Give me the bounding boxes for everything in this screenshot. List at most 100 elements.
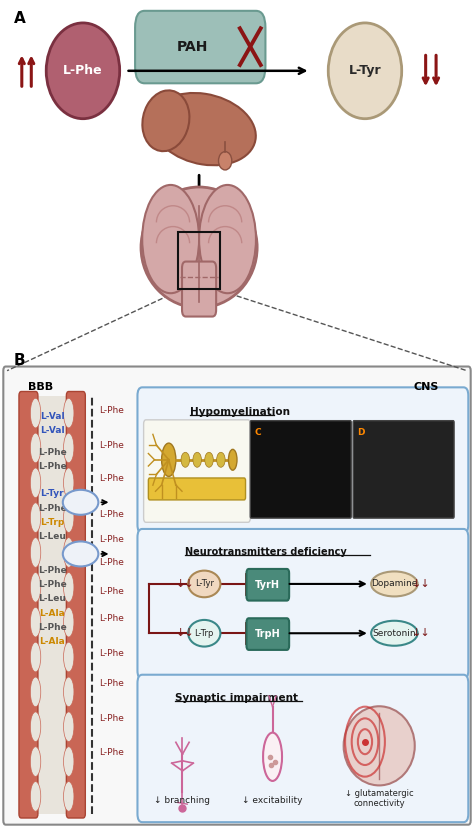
Ellipse shape	[64, 468, 74, 497]
Text: L-Tyr: L-Tyr	[40, 490, 64, 498]
Ellipse shape	[30, 607, 41, 637]
Text: Hypomyelination: Hypomyelination	[190, 407, 290, 417]
Text: L-Phe: L-Phe	[99, 407, 124, 415]
Text: L-Leu: L-Leu	[38, 532, 66, 541]
Text: ↓↓: ↓↓	[175, 628, 194, 638]
Ellipse shape	[30, 746, 41, 776]
Ellipse shape	[64, 746, 74, 776]
Text: LAT1: LAT1	[69, 498, 92, 506]
FancyBboxPatch shape	[144, 420, 250, 522]
Text: L-Trp: L-Trp	[40, 518, 64, 526]
Text: ↓ branching: ↓ branching	[155, 796, 210, 805]
Ellipse shape	[63, 490, 98, 515]
Text: L-Val: L-Val	[40, 426, 64, 435]
Bar	[178, 232, 220, 289]
Text: L-Phe: L-Phe	[99, 558, 124, 566]
Text: L-Val: L-Val	[40, 412, 64, 421]
Text: L-Phe: L-Phe	[38, 623, 66, 631]
Text: Synaptic impairment: Synaptic impairment	[175, 693, 298, 703]
Text: ↓↓: ↓↓	[411, 579, 430, 589]
Ellipse shape	[64, 433, 74, 463]
Ellipse shape	[328, 22, 402, 119]
FancyBboxPatch shape	[353, 421, 454, 518]
Ellipse shape	[63, 541, 98, 566]
Bar	[36, 396, 69, 814]
FancyBboxPatch shape	[250, 421, 351, 518]
Text: TyrH: TyrH	[255, 580, 280, 590]
Ellipse shape	[188, 571, 220, 597]
Text: L-Phe: L-Phe	[38, 462, 66, 471]
Ellipse shape	[162, 443, 176, 476]
Ellipse shape	[30, 537, 41, 567]
Text: C: C	[254, 428, 261, 436]
Ellipse shape	[64, 607, 74, 637]
Ellipse shape	[46, 22, 119, 119]
Text: L-Phe: L-Phe	[99, 715, 124, 723]
Text: L-Phe: L-Phe	[63, 64, 103, 77]
Ellipse shape	[30, 642, 41, 672]
Text: L-Ala: L-Ala	[39, 637, 65, 646]
Text: B: B	[13, 353, 25, 368]
Text: L-Phe: L-Phe	[99, 650, 124, 658]
FancyBboxPatch shape	[246, 569, 289, 601]
Ellipse shape	[64, 642, 74, 672]
FancyBboxPatch shape	[246, 618, 289, 650]
Text: BBB: BBB	[27, 382, 53, 392]
Ellipse shape	[30, 572, 41, 602]
FancyBboxPatch shape	[148, 478, 246, 500]
Ellipse shape	[199, 185, 256, 293]
Ellipse shape	[141, 187, 257, 308]
Text: ↓ glutamatergic: ↓ glutamatergic	[345, 790, 413, 798]
Ellipse shape	[30, 781, 41, 811]
Ellipse shape	[228, 449, 237, 470]
Text: L-Phe: L-Phe	[99, 679, 124, 687]
FancyBboxPatch shape	[137, 675, 468, 822]
Ellipse shape	[64, 537, 74, 567]
Text: L-Tyr: L-Tyr	[195, 580, 214, 588]
Text: L-Phe: L-Phe	[38, 448, 66, 456]
FancyBboxPatch shape	[137, 387, 468, 533]
Ellipse shape	[64, 712, 74, 741]
Ellipse shape	[30, 712, 41, 741]
Ellipse shape	[30, 433, 41, 463]
Text: L-Phe: L-Phe	[99, 536, 124, 544]
Ellipse shape	[142, 90, 190, 152]
Text: L-Phe: L-Phe	[38, 566, 66, 575]
Text: LAT1: LAT1	[69, 550, 92, 558]
Text: CNS: CNS	[414, 382, 439, 392]
Ellipse shape	[219, 152, 232, 170]
Text: TrpH: TrpH	[255, 629, 281, 639]
Ellipse shape	[181, 452, 190, 467]
FancyBboxPatch shape	[137, 529, 468, 679]
Ellipse shape	[188, 620, 220, 646]
Text: ↓↓: ↓↓	[411, 628, 430, 638]
Text: Neurotransmitters deficiency: Neurotransmitters deficiency	[185, 547, 346, 557]
FancyBboxPatch shape	[182, 262, 216, 317]
Text: L-Phe: L-Phe	[99, 615, 124, 623]
Text: ↓ excitability: ↓ excitability	[242, 796, 303, 805]
Ellipse shape	[30, 398, 41, 428]
Ellipse shape	[64, 398, 74, 428]
Text: L-Phe: L-Phe	[38, 504, 66, 512]
Text: L-Phe: L-Phe	[99, 748, 124, 756]
Text: PAH: PAH	[176, 40, 208, 53]
Text: L-Phe: L-Phe	[38, 581, 66, 589]
Ellipse shape	[371, 621, 418, 646]
Ellipse shape	[64, 781, 74, 811]
Ellipse shape	[30, 677, 41, 706]
Text: Serotonin: Serotonin	[373, 629, 416, 638]
Ellipse shape	[152, 93, 256, 165]
Ellipse shape	[263, 733, 282, 781]
Text: L-Phe: L-Phe	[99, 475, 124, 483]
Text: A: A	[14, 11, 26, 26]
Ellipse shape	[193, 452, 201, 467]
Ellipse shape	[30, 503, 41, 532]
Text: L-Leu: L-Leu	[38, 595, 66, 603]
Text: L-Trp: L-Trp	[195, 629, 214, 638]
Text: D: D	[357, 428, 365, 436]
FancyBboxPatch shape	[19, 392, 38, 818]
Text: L-Phe: L-Phe	[99, 441, 124, 450]
Text: L-Ala: L-Ala	[39, 609, 65, 617]
FancyBboxPatch shape	[3, 367, 471, 825]
Text: L-Phe: L-Phe	[99, 511, 124, 519]
